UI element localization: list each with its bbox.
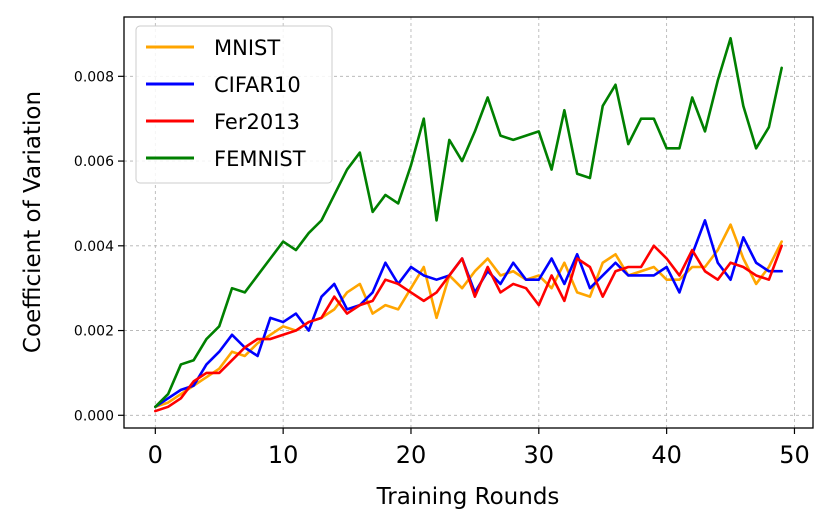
x-axis-label: Training Rounds <box>376 484 560 510</box>
x-tick-label: 10 <box>268 441 299 469</box>
legend: MNIST CIFAR10 Fer2013 FEMNIST <box>135 25 333 184</box>
legend-label-mnist: MNIST <box>214 36 280 60</box>
plot-frame <box>123 16 814 429</box>
x-tick-label: 0 <box>148 441 163 469</box>
y-tick-label: 0.002 <box>74 324 114 340</box>
legend-label-cifar10: CIFAR10 <box>214 73 301 97</box>
series-layer <box>154 36 783 413</box>
series-line-femnist <box>154 36 783 409</box>
legend-label-femnist: FEMNIST <box>214 147 306 171</box>
series-line-fer2013 <box>154 244 783 413</box>
legend-box <box>135 25 333 184</box>
legend-label-fer2013: Fer2013 <box>214 110 300 134</box>
x-axis: 0 10 20 30 40 50 <box>148 428 810 469</box>
y-tick-label: 0.006 <box>74 154 114 170</box>
y-axis-label: Coefficient of Variation <box>20 91 46 353</box>
x-tick-label: 30 <box>524 441 555 469</box>
y-tick-label: 0.000 <box>74 408 114 424</box>
x-tick-label: 50 <box>779 441 810 469</box>
x-tick-label: 40 <box>651 441 682 469</box>
y-tick-label: 0.008 <box>74 69 114 85</box>
y-axis: 0.000 0.002 0.004 0.006 0.008 <box>74 69 124 424</box>
y-tick-label: 0.004 <box>74 239 114 255</box>
x-tick-label: 20 <box>396 441 427 469</box>
